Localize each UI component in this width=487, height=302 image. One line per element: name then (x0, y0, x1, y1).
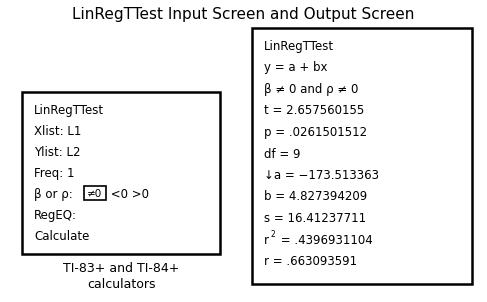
Text: LinRegTTest: LinRegTTest (264, 40, 334, 53)
Text: t = 2.657560155: t = 2.657560155 (264, 104, 364, 117)
Text: b = 4.827394209: b = 4.827394209 (264, 191, 367, 204)
Text: = .4396931104: = .4396931104 (277, 233, 373, 246)
Text: p = .0261501512: p = .0261501512 (264, 126, 367, 139)
Text: ↓a = −173.513363: ↓a = −173.513363 (264, 169, 379, 182)
Text: y = a + bx: y = a + bx (264, 62, 327, 75)
FancyBboxPatch shape (252, 28, 472, 284)
Text: Ylist: L2: Ylist: L2 (34, 146, 80, 159)
Text: r: r (264, 233, 269, 246)
FancyBboxPatch shape (22, 92, 220, 254)
Text: Calculate: Calculate (34, 230, 90, 243)
Text: Xlist: L1: Xlist: L1 (34, 125, 81, 138)
Text: Freq: 1: Freq: 1 (34, 167, 75, 180)
Text: β or ρ:: β or ρ: (34, 188, 73, 201)
Text: s = 16.41237711: s = 16.41237711 (264, 212, 366, 225)
Text: TI-83+ and TI-84+: TI-83+ and TI-84+ (63, 262, 179, 275)
FancyBboxPatch shape (83, 185, 106, 200)
Text: ≠0: ≠0 (87, 189, 102, 199)
Text: RegEQ:: RegEQ: (34, 209, 77, 222)
Text: <0 >0: <0 >0 (107, 188, 149, 201)
Text: df = 9: df = 9 (264, 147, 300, 160)
Text: LinRegTTest Input Screen and Output Screen: LinRegTTest Input Screen and Output Scre… (72, 7, 414, 22)
Text: calculators: calculators (87, 278, 155, 291)
Text: β ≠ 0 and ρ ≠ 0: β ≠ 0 and ρ ≠ 0 (264, 83, 358, 96)
Text: 2: 2 (270, 230, 275, 239)
Text: r = .663093591: r = .663093591 (264, 255, 357, 268)
Text: LinRegTTest: LinRegTTest (34, 104, 104, 117)
